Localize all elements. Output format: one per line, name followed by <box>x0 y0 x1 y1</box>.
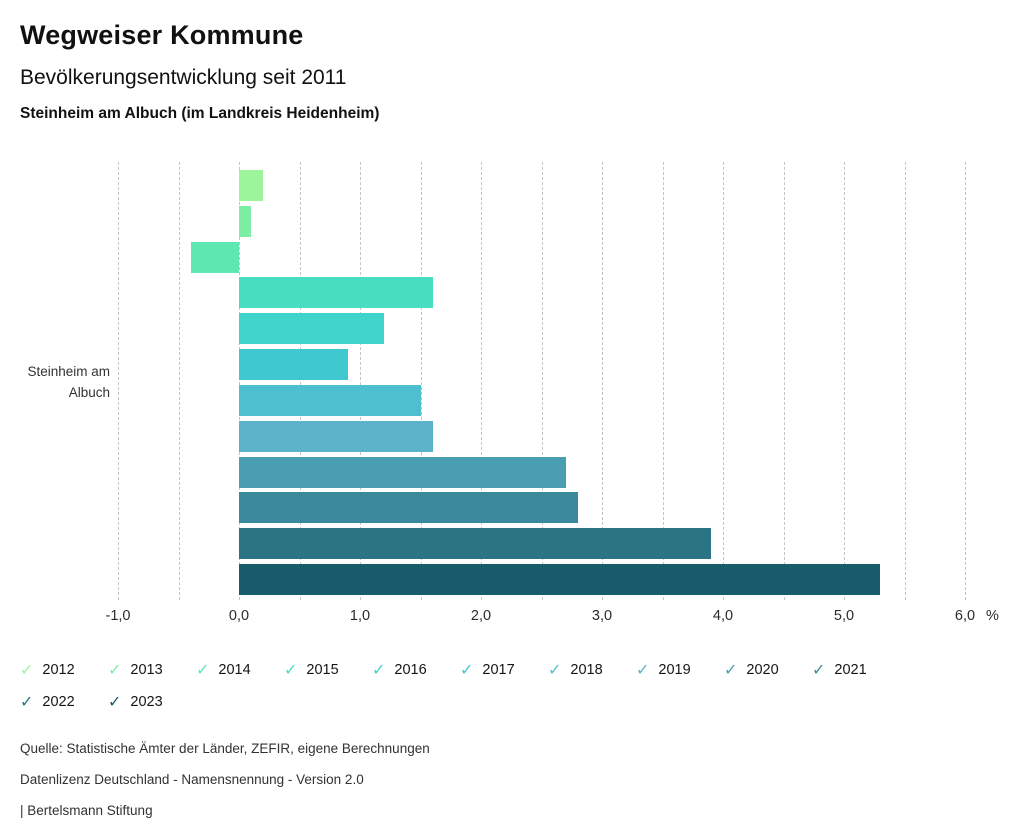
legend-item-2019[interactable]: ✓ 2019 <box>636 654 724 686</box>
legend-item-2012[interactable]: ✓ 2012 <box>20 654 108 686</box>
gridline <box>602 162 603 600</box>
legend-year-label: 2020 <box>746 662 779 678</box>
legend-year-label: 2013 <box>130 662 163 678</box>
x-axis-label: 5,0 <box>833 608 855 624</box>
legend: ✓ 2012 ✓ 2013 ✓ 2014 ✓ 2015 ✓ 2016 ✓ 2017 ✓ 2018 ✓ 2019… <box>20 654 915 718</box>
check-icon: ✓ <box>284 660 298 679</box>
gridline <box>178 162 180 600</box>
legend-item-2022[interactable]: ✓ 2022 <box>20 686 108 718</box>
bar-2022[interactable] <box>239 528 711 559</box>
plot-area <box>118 162 966 600</box>
gridline <box>420 162 422 600</box>
check-icon: ✓ <box>636 660 650 679</box>
chart-title: Bevölkerungsentwicklung seit 2011 <box>20 66 347 89</box>
bar-2013[interactable] <box>239 206 251 237</box>
gridline <box>844 162 845 600</box>
gridline <box>239 162 240 600</box>
gridline <box>662 162 664 600</box>
x-axis-label: 1,0 <box>349 608 371 624</box>
legend-year-label: 2017 <box>482 662 515 678</box>
bar-2015[interactable] <box>239 277 433 308</box>
x-axis: -1,0 0,0 1,0 2,0 3,0 4,0 5,0 6,0% <box>0 608 1024 628</box>
x-axis-label: 3,0 <box>591 608 613 624</box>
legend-year-label: 2016 <box>394 662 427 678</box>
check-icon: ✓ <box>196 660 210 679</box>
check-icon: ✓ <box>20 692 34 711</box>
legend-item-2013[interactable]: ✓ 2013 <box>108 654 196 686</box>
gridline <box>783 162 785 600</box>
legend-item-2023[interactable]: ✓ 2023 <box>108 686 196 718</box>
legend-item-2016[interactable]: ✓ 2016 <box>372 654 460 686</box>
legend-item-2017[interactable]: ✓ 2017 <box>460 654 548 686</box>
check-icon: ✓ <box>372 660 386 679</box>
bar-2019[interactable] <box>239 421 433 452</box>
check-icon: ✓ <box>724 660 738 679</box>
check-icon: ✓ <box>548 660 562 679</box>
x-axis-label: 6,0 <box>954 608 976 624</box>
chart-location-subtitle: Steinheim am Albuch (im Landkreis Heiden… <box>20 105 380 122</box>
check-icon: ✓ <box>108 692 122 711</box>
x-axis-label: 0,0 <box>228 608 250 624</box>
check-icon: ✓ <box>812 660 826 679</box>
bar-2017[interactable] <box>239 349 348 380</box>
gridline <box>723 162 724 600</box>
category-label-line1: Steinheim am <box>27 364 110 379</box>
category-label: Steinheim am Albuch <box>10 361 110 403</box>
page-title: Wegweiser Kommune <box>20 20 304 50</box>
legend-item-2015[interactable]: ✓ 2015 <box>284 654 372 686</box>
gridline <box>904 162 906 600</box>
attribution-note: | Bertelsmann Stiftung <box>20 803 153 818</box>
bar-2020[interactable] <box>239 457 566 488</box>
bar-2023[interactable] <box>239 564 880 595</box>
bar-2014[interactable] <box>190 242 239 273</box>
source-note: Quelle: Statistische Ämter der Länder, Z… <box>20 741 430 756</box>
license-note: Datenlizenz Deutschland - Namensnennung … <box>20 772 364 787</box>
legend-year-label: 2012 <box>42 662 75 678</box>
legend-year-label: 2018 <box>570 662 603 678</box>
legend-item-2014[interactable]: ✓ 2014 <box>196 654 284 686</box>
bar-2018[interactable] <box>239 385 421 416</box>
gridline <box>481 162 482 600</box>
gridline <box>965 162 966 600</box>
legend-item-2021[interactable]: ✓ 2021 <box>812 654 900 686</box>
footer: Quelle: Statistische Ämter der Länder, Z… <box>20 733 430 826</box>
legend-year-label: 2022 <box>42 694 75 710</box>
legend-item-2020[interactable]: ✓ 2020 <box>724 654 812 686</box>
bar-2016[interactable] <box>239 313 384 344</box>
legend-year-label: 2019 <box>658 662 691 678</box>
category-label-line2: Albuch <box>68 385 110 400</box>
gridline <box>360 162 361 600</box>
legend-year-label: 2021 <box>834 662 867 678</box>
x-axis-label: 2,0 <box>470 608 492 624</box>
legend-year-label: 2014 <box>218 662 251 678</box>
legend-item-2018[interactable]: ✓ 2018 <box>548 654 636 686</box>
check-icon: ✓ <box>20 660 34 679</box>
x-axis-label: -1,0 <box>105 608 131 624</box>
legend-year-label: 2023 <box>130 694 163 710</box>
x-axis-label: 4,0 <box>712 608 734 624</box>
axis-unit-label: % <box>986 608 999 624</box>
gridline <box>118 162 119 600</box>
gridline <box>299 162 301 600</box>
bar-2012[interactable] <box>239 170 263 201</box>
check-icon: ✓ <box>108 660 122 679</box>
bar-2021[interactable] <box>239 492 578 523</box>
legend-year-label: 2015 <box>306 662 339 678</box>
gridline <box>541 162 543 600</box>
check-icon: ✓ <box>460 660 474 679</box>
